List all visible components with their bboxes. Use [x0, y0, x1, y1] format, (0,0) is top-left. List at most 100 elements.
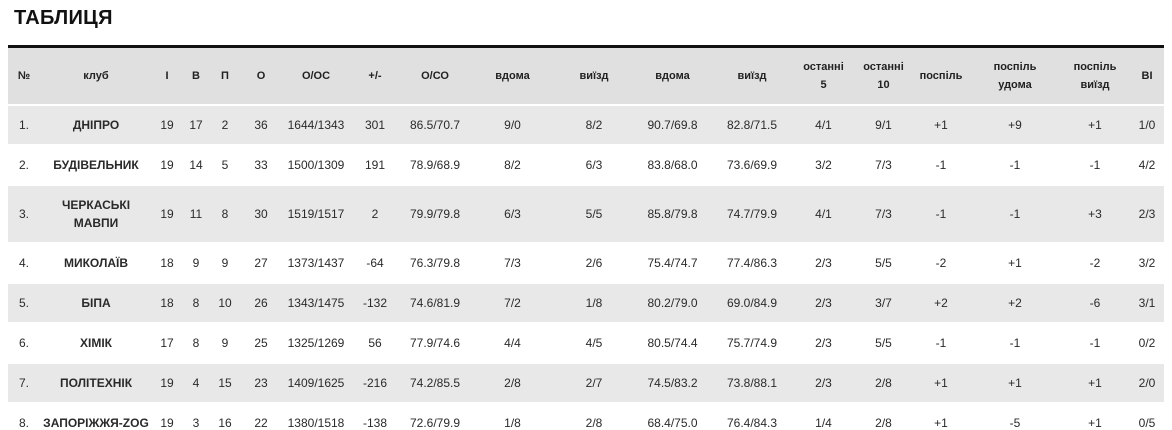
club-cell: МИКОЛАЇВ — [63, 256, 129, 271]
stat-cell: 10 — [218, 296, 232, 311]
stat-cell: 14 — [189, 158, 203, 173]
stat-cell: 19 — [160, 158, 174, 173]
stat-cell: 86.5/70.7 — [409, 118, 461, 133]
stat-cell: 2/0 — [1138, 376, 1156, 391]
stat-cell: -64 — [366, 256, 384, 271]
stat-cell: 2/7 — [585, 376, 603, 391]
column-header-13: останні 5 — [792, 46, 855, 106]
column-header-2: І — [152, 46, 182, 106]
stat-cell: 83.8/68.0 — [647, 158, 698, 173]
table-row: 3. ЧЕРКАСЬКІ МАВПИ 19 11 8 30 1519/1517 2 79.9/7… — [8, 185, 1164, 244]
stat-cell: 69.0/84.9 — [726, 296, 778, 311]
stat-cell: 9 — [221, 336, 229, 351]
club-cell: ЧЕРКАСЬКІ МАВПИ — [61, 198, 131, 231]
stat-cell: 73.8/88.1 — [726, 376, 778, 391]
stat-cell: 77.4/86.3 — [726, 256, 778, 271]
stat-cell: +1 — [934, 376, 948, 391]
stat-cell: 2/3 — [1138, 207, 1156, 222]
rank-cell: 7. — [18, 376, 29, 391]
stat-cell: 3/2 — [1138, 256, 1156, 271]
club-cell: ЗАПОРІЖЖЯ-ZOG — [43, 416, 149, 430]
stat-cell: 7/3 — [875, 158, 892, 173]
stat-cell: -6 — [1089, 296, 1101, 311]
stat-cell: 3/7 — [875, 296, 892, 311]
stat-cell: 72.6/79.9 — [409, 416, 461, 430]
stat-cell: 3 — [192, 416, 200, 430]
stat-cell: +1 — [934, 118, 948, 133]
stat-cell: 56 — [368, 336, 382, 351]
stat-cell: 2/6 — [585, 256, 603, 271]
stat-cell: -1 — [1009, 158, 1021, 173]
table-row: 2. БУДІВЕЛЬНИК 19 14 5 33 1500/1309 191 78.9/68.… — [8, 145, 1164, 186]
stat-cell: 4 — [192, 376, 200, 391]
stat-cell: 8/2 — [504, 158, 521, 173]
stat-cell: 17 — [189, 118, 203, 133]
table-body: 1. ДНІПРО 19 17 2 36 1644/1343 301 86.5/70.7 9/0 8… — [8, 105, 1164, 430]
stat-cell: 2 — [371, 207, 379, 222]
column-header-7: +/- — [350, 46, 400, 106]
club-cell: БІПА — [81, 296, 111, 311]
stat-cell: 4/2 — [1138, 158, 1156, 173]
stat-cell: 36 — [254, 118, 268, 133]
club-cell: ПОЛІТЕХНІК — [59, 376, 133, 391]
stat-cell: 1644/1343 — [287, 118, 345, 133]
stat-cell: 19 — [160, 416, 174, 430]
stat-cell: 19 — [160, 207, 174, 222]
table-row: 8. ЗАПОРІЖЖЯ-ZOG 19 3 16 22 1380/1518 -138 72.6/… — [8, 403, 1164, 430]
stat-cell: +1 — [1088, 376, 1102, 391]
table-row: 5. БІПА 18 8 10 26 1343/1475 -132 74.6/81.9 7/2 1/… — [8, 283, 1164, 324]
stat-cell: 5 — [221, 158, 229, 173]
stat-cell: 75.7/74.9 — [726, 336, 778, 351]
stat-cell: 2/8 — [585, 416, 603, 430]
stat-cell: 2 — [221, 118, 229, 133]
stat-cell: 85.8/79.8 — [647, 207, 698, 222]
stat-cell: 7/3 — [875, 207, 892, 222]
stat-cell: 8/2 — [585, 118, 603, 133]
stat-cell: 2/3 — [815, 256, 832, 271]
stat-cell: 1380/1518 — [287, 416, 345, 430]
stat-cell: -1 — [1089, 336, 1101, 351]
stat-cell: 76.3/79.8 — [409, 256, 461, 271]
stat-cell: 1/0 — [1138, 118, 1156, 133]
stat-cell: 7/2 — [504, 296, 521, 311]
stat-cell: 1325/1269 — [287, 336, 345, 351]
stat-cell: 4/1 — [815, 207, 832, 222]
stat-cell: 16 — [218, 416, 232, 430]
stat-cell: +3 — [1088, 207, 1102, 222]
column-header-17: поспіль виїзд — [1060, 46, 1130, 106]
stat-cell: +2 — [1008, 296, 1022, 311]
stat-cell: 27 — [254, 256, 268, 271]
column-header-4: П — [210, 46, 240, 106]
stat-cell: 1519/1517 — [287, 207, 345, 222]
stat-cell: 2/8 — [875, 376, 892, 391]
stat-cell: 74.5/83.2 — [647, 376, 698, 391]
stat-cell: 82.8/71.5 — [726, 118, 778, 133]
stat-cell: -1 — [1089, 158, 1101, 173]
stat-cell: 9 — [192, 256, 200, 271]
stat-cell: 18 — [160, 296, 174, 311]
stat-cell: 2/3 — [815, 376, 832, 391]
stat-cell: 1373/1437 — [287, 256, 345, 271]
stat-cell: 68.4/75.0 — [647, 416, 698, 430]
column-header-5: О — [240, 46, 282, 106]
stat-cell: -1 — [935, 207, 947, 222]
table-row: 4. МИКОЛАЇВ 18 9 9 27 1373/1437 -64 76.3/79.8 7/3… — [8, 243, 1164, 284]
stat-cell: 2/3 — [815, 296, 832, 311]
stat-cell: 6/3 — [504, 207, 521, 222]
rank-cell: 6. — [18, 336, 29, 351]
stat-cell: 23 — [254, 376, 268, 391]
stat-cell: 19 — [160, 376, 174, 391]
stat-cell: 2/3 — [815, 336, 832, 351]
stat-cell: +1 — [1008, 256, 1022, 271]
rank-cell: 5. — [18, 296, 29, 311]
column-header-6: О/ОС — [282, 46, 350, 106]
stat-cell: 1/8 — [504, 416, 521, 430]
stat-cell: 1409/1625 — [287, 376, 345, 391]
stat-cell: 74.6/81.9 — [409, 296, 461, 311]
club-cell: БУДІВЕЛЬНИК — [53, 158, 139, 173]
stat-cell: 19 — [160, 118, 174, 133]
stat-cell: 80.2/79.0 — [647, 296, 698, 311]
stat-cell: 33 — [254, 158, 268, 173]
page-title: ТАБЛИЦЯ — [14, 7, 113, 29]
